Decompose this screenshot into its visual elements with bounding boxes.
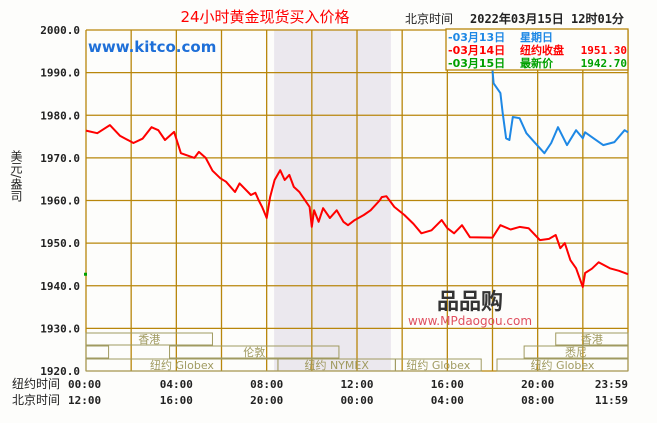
session-label: 香港 — [581, 333, 603, 346]
watermark: 品品购 www.MPdaogou.com — [408, 289, 532, 328]
session-label: 纽约 Globex — [406, 358, 470, 372]
session-band — [85, 345, 110, 359]
y-tick-label: 1950.0 — [40, 237, 80, 250]
session-band — [523, 345, 629, 359]
x-tick-label: 20:00 — [521, 378, 554, 391]
series-lines — [84, 70, 629, 288]
x-tick-label: 00:00 — [68, 378, 101, 391]
session-band — [496, 358, 629, 372]
legend-label: 纽约收盘 — [520, 43, 564, 57]
legend: -03月13日 星期日 -03月14日 纽约收盘 1951.30 -03月15日 最新价 19… — [445, 28, 629, 71]
y-tick-label: 2000.0 — [40, 24, 80, 37]
series-line-red — [85, 124, 629, 288]
session-label: 香港 — [138, 333, 160, 346]
x-tick-label: 12:00 — [340, 378, 373, 391]
watermark-logo: 品品购 — [437, 289, 503, 315]
legend-value: 1942.70 — [581, 57, 627, 70]
y-tick-label: 1960.0 — [40, 195, 80, 208]
watermark-url: www.MPdaogou.com — [408, 314, 532, 328]
legend-label: 星期日 — [520, 30, 553, 44]
x-tick-label: 08:00 — [250, 378, 283, 391]
legend-date: -03月15日 — [448, 57, 505, 70]
session-band — [394, 358, 482, 372]
y-tick-label: 1920.0 — [40, 365, 80, 378]
chart-title: 24小时黄金现货买入价格 — [180, 8, 349, 26]
y-axis-label: 美元/盎司 — [9, 150, 23, 203]
session-band — [85, 332, 213, 346]
x-tick-label: 12:00 — [68, 394, 101, 407]
timestamp: 2022年03月15日 12时01分 — [470, 11, 624, 26]
y-tick-label: 1970.0 — [40, 152, 80, 165]
y-tick-label: 1930.0 — [40, 322, 80, 335]
site-url: www.kitco.com — [88, 38, 216, 56]
session-label: 纽约 NYMEX — [304, 358, 369, 372]
x-row-label: 纽约时间 — [12, 376, 60, 391]
y-tick-label: 1980.0 — [40, 109, 80, 122]
session-band — [555, 332, 629, 346]
y-tick-labels: 2000.0 1990.0 1980.0 1970.0 1960.0 1950.0 1940… — [40, 24, 80, 378]
y-tick-label: 1990.0 — [40, 67, 80, 80]
x-tick-labels: 纽约时间 00:00 04:00 08:00 12:00 16:00 20:00 23:59 北… — [12, 376, 628, 407]
session-label: 纽约 Globex — [150, 358, 214, 372]
timestamp-label: 北京时间 — [405, 12, 453, 26]
legend-value: 1951.30 — [581, 44, 627, 57]
session-label: 伦敦 — [243, 345, 265, 359]
x-tick-label: 04:00 — [160, 378, 193, 391]
legend-box — [445, 28, 629, 71]
session-label: 纽约 Globex — [531, 358, 595, 372]
series-line-blue — [491, 70, 629, 155]
grid — [85, 29, 629, 372]
y-tick-label: 1940.0 — [40, 280, 80, 293]
x-tick-label: 00:00 — [340, 394, 373, 407]
session-band — [169, 345, 340, 359]
x-tick-label: 20:00 — [250, 394, 283, 407]
x-tick-label: 16:00 — [431, 378, 464, 391]
x-tick-label: 23:59 — [595, 378, 628, 391]
x-tick-label: 11:59 — [595, 394, 628, 407]
legend-date: -03月13日 — [448, 31, 505, 44]
legend-label: 最新价 — [520, 56, 554, 70]
legend-date: -03月14日 — [448, 44, 505, 57]
x-tick-label: 04:00 — [431, 394, 464, 407]
x-row-label: 北京时间 — [12, 393, 60, 407]
x-tick-label: 08:00 — [521, 394, 554, 407]
x-tick-label: 16:00 — [160, 394, 193, 407]
session-label: 悉尼 — [565, 346, 587, 359]
